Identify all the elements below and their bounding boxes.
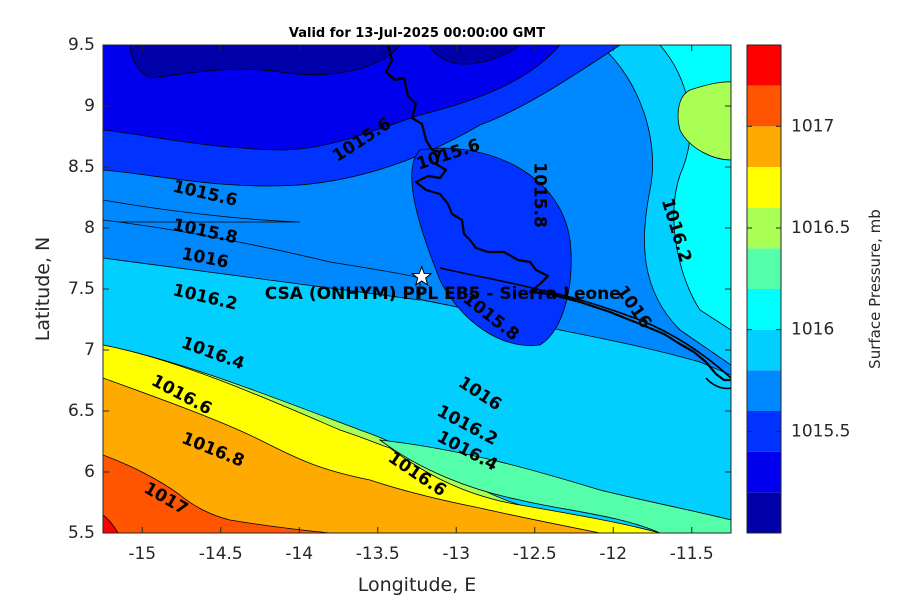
colorbar-swatch [747,45,781,86]
contour-band [103,199,301,223]
coastline-path [384,45,731,382]
colorbar-swatch [747,167,781,208]
site-annotation: CSA (ONHYM) PPL EB5 - Sierra Leone [265,284,621,304]
contour-fill-layer [103,45,731,533]
marker-layer: CSA (ONHYM) PPL EB5 - Sierra Leone [265,265,621,304]
colorbar-swatch [747,492,781,533]
contour-band [103,514,119,533]
x-axis: -15 -14.5 -14 -13.5 -13 -12.5 -12 -11.5 [128,45,714,564]
colorbar-label: Surface Pressure, mb [866,209,884,369]
x-tick-label: -13.5 [356,544,400,564]
colorbar-swatch [747,451,781,493]
contour-band [411,147,572,346]
contour-band [103,45,561,151]
y-tick-label: 7 [84,340,95,360]
chart-title: Valid for 13-Jul-2025 00:00:00 GMT [289,26,545,41]
colorbar-tick-label: 1016 [791,320,834,340]
x-tick-label: -14 [285,544,313,564]
coastline-path [439,267,731,379]
x-tick-label: -13 [442,544,470,564]
y-tick-label: 5.5 [68,523,95,543]
colorbar: 1015.5 1016 1016.5 1017 [746,44,850,534]
contour-band [103,219,421,301]
colorbar-swatch [747,329,781,371]
x-axis-label: Longitude, E [358,574,477,596]
colorbar-tick-label: 1016.5 [791,218,850,238]
colorbar-swatch [747,126,781,167]
y-tick-label: 8 [84,218,95,238]
coastline [384,45,731,390]
colorbar-tick-label: 1015.5 [791,421,850,441]
colorbar-frame [746,44,782,534]
contour-band [677,81,731,161]
contour-band [129,45,401,79]
contour-label: 1015.8 [529,162,549,228]
colorbar-swatch [747,289,781,330]
y-tick-label: 7.5 [68,279,95,299]
colorbar-tick-label: 1017 [791,116,834,136]
colorbar-swatch [747,370,781,411]
contour-band [378,439,731,533]
contour-band [103,454,331,533]
contour-band [103,377,601,533]
x-tick-label: -12 [599,544,627,564]
y-tick-label: 8.5 [68,157,95,177]
y-tick-label: 9.5 [68,35,95,55]
coastline-path [705,377,731,390]
contour-band [429,45,521,65]
x-tick-label: -12.5 [513,544,557,564]
x-tick-label: -15 [128,544,156,564]
colorbar-swatch [747,85,781,127]
x-tick-label: -11.5 [670,544,714,564]
x-tick-label: -14.5 [199,544,243,564]
site-marker-star [410,265,433,287]
y-tick-label: 6 [84,462,95,482]
colorbar-swatch [747,207,781,249]
y-tick-label: 9 [84,96,95,116]
colorbar-swatch [747,411,781,452]
y-tick-label: 6.5 [68,401,95,421]
y-axis: 5.5 6 6.5 7 7.5 8 8.5 9 9.5 [68,35,731,543]
y-axis-label: Latitude, N [32,237,54,342]
colorbar-swatch [747,248,781,289]
